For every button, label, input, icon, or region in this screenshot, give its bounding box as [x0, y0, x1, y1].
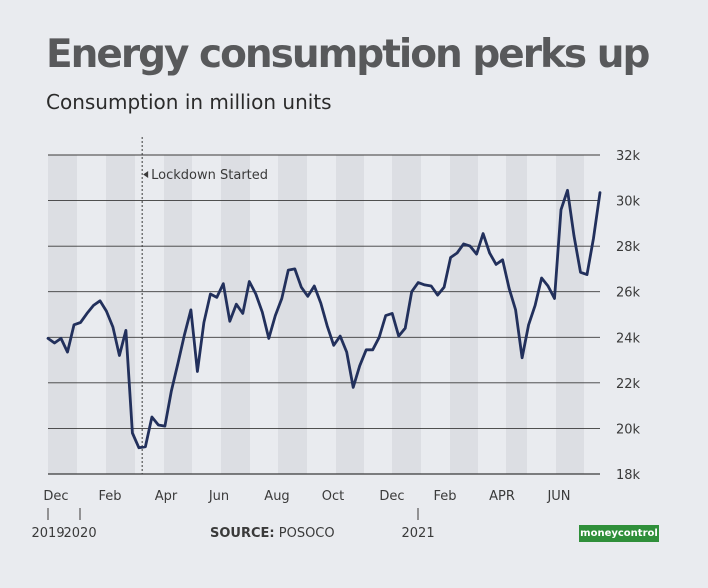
y-tick-label: 24k [616, 331, 641, 346]
source-value: POSOCO [278, 526, 335, 541]
month-band [278, 155, 307, 474]
axes-layer: 18k 20k 22k 24k 26k 28k 30k 32k Dec Feb Apr Jun Aug O… [43, 149, 641, 520]
x-tick-label: Aug [264, 489, 289, 504]
x-tick-label: Dec [43, 489, 68, 504]
lockdown-label: Lockdown Started [151, 168, 268, 183]
moneycontrol-logo: moneycontrol [579, 525, 659, 542]
chart-subtitle: Consumption in million units [46, 90, 332, 114]
gridlines [48, 154, 600, 429]
year-label-2019: 2019 [31, 526, 65, 541]
x-tick-label: Feb [433, 489, 456, 504]
source-label: SOURCE: [210, 526, 275, 541]
x-tick-label: Apr [155, 489, 178, 504]
x-tick-label: Jun [208, 489, 229, 504]
lockdown-arrow [143, 171, 149, 178]
consumption-line [46, 188, 602, 450]
y-tick-label: 20k [616, 422, 641, 437]
x-tick-label: APR [489, 489, 515, 504]
year-label-2021: 2021 [401, 526, 435, 541]
month-band [450, 155, 478, 474]
month-band [106, 155, 135, 474]
x-tick-label: Feb [98, 489, 121, 504]
month-band [164, 155, 192, 474]
y-tick-label: 28k [616, 240, 641, 255]
x-tick-label: JUN [546, 489, 570, 504]
y-tick-label: 26k [616, 286, 641, 301]
y-tick-label: 18k [616, 468, 641, 483]
month-band [221, 155, 250, 474]
x-tick-label: Oct [322, 489, 344, 504]
x-tick-label: Dec [379, 489, 404, 504]
series-layer [46, 188, 602, 450]
y-tick-label: 30k [616, 195, 641, 210]
y-tick-label: 22k [616, 377, 641, 392]
background-bands [48, 155, 584, 474]
lockdown-annotation: Lockdown Started [141, 137, 268, 474]
month-band [48, 155, 77, 474]
chart-title: Energy consumption perks up [46, 32, 650, 77]
source-note: SOURCE: POSOCO [210, 526, 335, 541]
y-tick-label: 32k [616, 149, 641, 164]
year-label-2020: 2020 [63, 526, 97, 541]
month-band [336, 155, 364, 474]
